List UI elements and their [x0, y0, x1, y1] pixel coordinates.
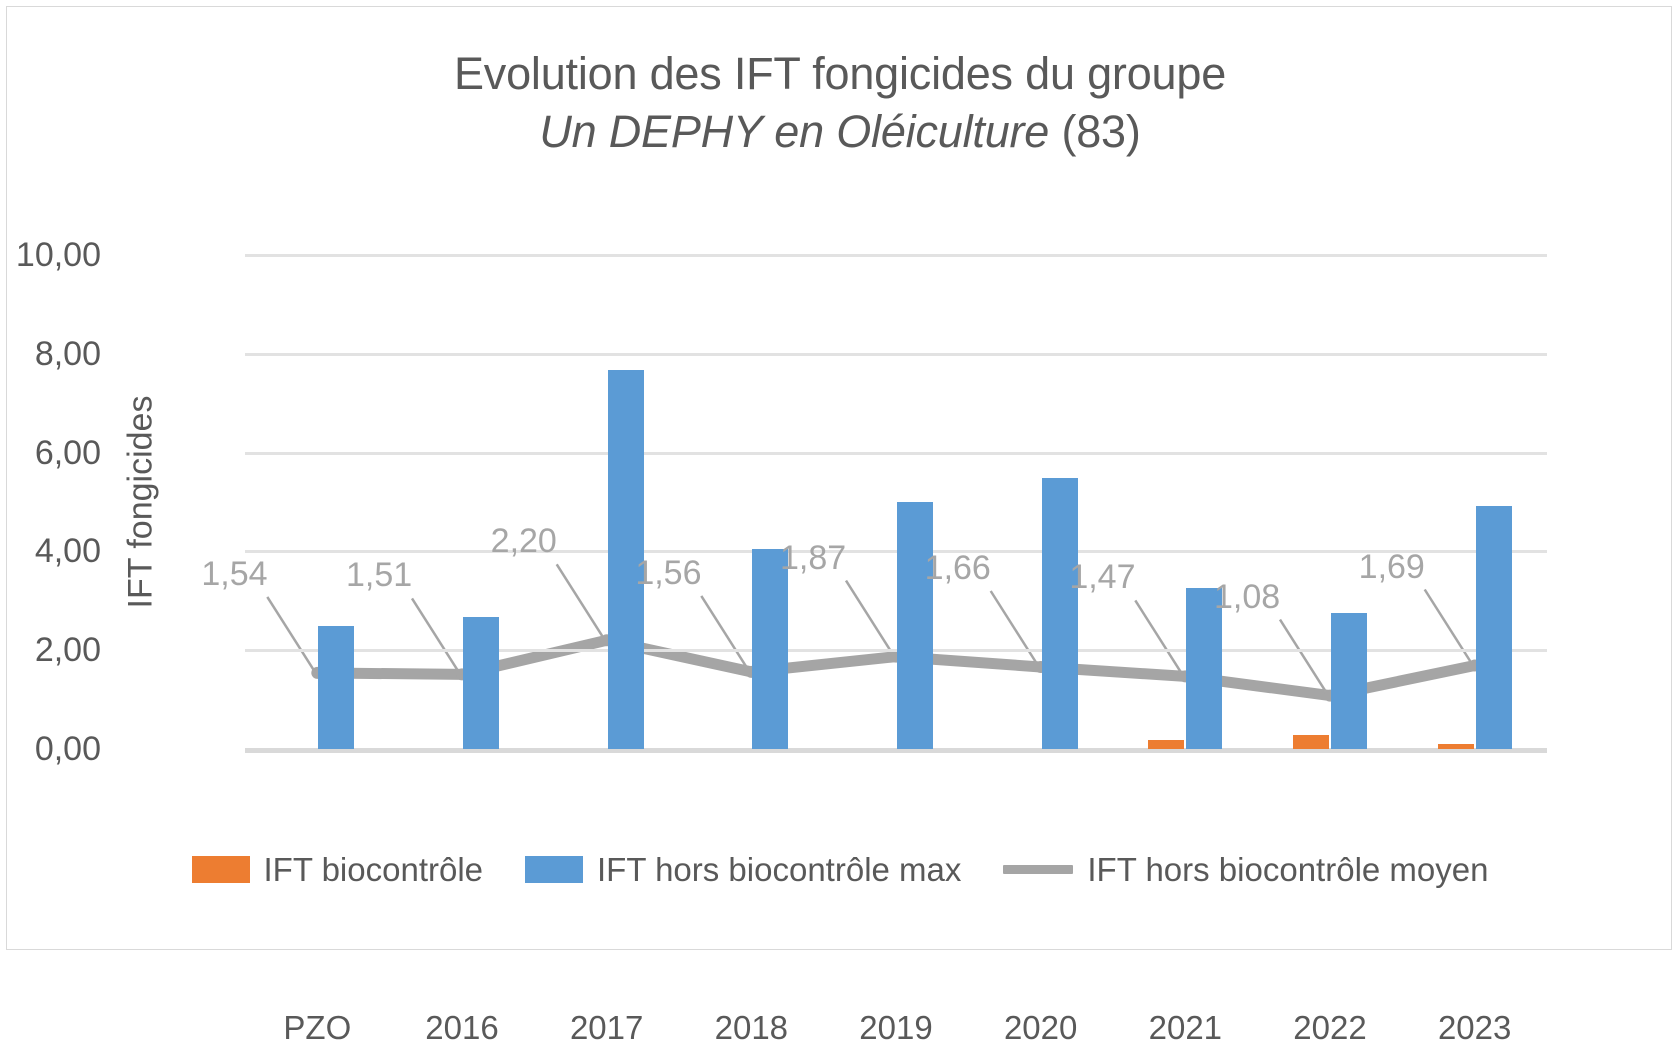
bar-hors-biocontrole-max[interactable]: [463, 617, 499, 749]
legend-item-biocontrole[interactable]: IFT biocontrôle: [191, 851, 484, 888]
data-label-leader-line: [1134, 599, 1184, 676]
legend-swatch-blue-icon: [525, 856, 584, 883]
data-label-hors-biocontrole-moyen: 1,69: [1358, 547, 1425, 586]
bar-biocontrole[interactable]: [1293, 735, 1329, 749]
data-label-leader-line: [266, 596, 316, 672]
x-axis-tick-label: 2017: [569, 1009, 644, 1046]
chart-container: Evolution des IFT fongicides du groupe U…: [6, 6, 1673, 1044]
bar-hors-biocontrole-max[interactable]: [1041, 478, 1078, 749]
x-axis-tick-label: PZO: [283, 1009, 352, 1046]
data-label-hors-biocontrole-moyen: 1,87: [780, 538, 847, 577]
gridline: [245, 649, 1547, 653]
chart-title-group-name: Un DEPHY en Oléiculture: [539, 105, 1050, 157]
y-axis-tick-label: 6,00: [34, 433, 101, 472]
data-label-hors-biocontrole-moyen: 1,47: [1069, 558, 1136, 597]
x-axis-tick-label: 2020: [1003, 1009, 1078, 1046]
data-label-leader-line: [555, 563, 605, 639]
y-axis-tick-label: 10,00: [15, 236, 101, 274]
legend-label-hors-biocontrole-max: IFT hors biocontrôle max: [597, 851, 962, 888]
plot-area: IFT fongicides 0,00 2,00 4,00 6,00 8,00 10,00…: [16, 238, 1547, 1044]
bar-hors-biocontrole-max[interactable]: [318, 625, 355, 749]
bar-hors-biocontrole-max[interactable]: [752, 549, 789, 749]
data-label-leader-line: [410, 597, 461, 674]
data-label-leader-line: [844, 579, 895, 656]
y-axis-tick-label: 0,00: [34, 730, 101, 768]
y-axis-title: IFT fongicides: [121, 395, 160, 609]
data-label-hors-biocontrole-moyen: 1,51: [346, 556, 413, 595]
data-label-hors-biocontrole-moyen: 1,66: [924, 548, 991, 587]
bar-hors-biocontrole-max[interactable]: [1331, 613, 1367, 749]
chart-title-line-2: Un DEPHY en Oléiculture (83): [7, 103, 1673, 161]
gridline: [245, 451, 1547, 455]
bar-hors-biocontrole-max[interactable]: [897, 502, 933, 749]
bar-hors-biocontrole-max[interactable]: [607, 370, 644, 749]
data-label-hors-biocontrole-moyen: 2,20: [490, 522, 557, 561]
x-axis-line: [245, 748, 1547, 753]
gridline: [245, 254, 1547, 257]
chart-title-dept-code: (83): [1049, 105, 1141, 157]
bar-hors-biocontrole-max[interactable]: [1475, 505, 1512, 749]
x-axis-tick-label: 2021: [1148, 1009, 1223, 1046]
y-axis-tick-label: 2,00: [34, 631, 101, 670]
data-label-leader-line: [700, 595, 750, 671]
legend-label-hors-biocontrole-moyen: IFT hors biocontrôle moyen: [1087, 851, 1489, 888]
x-axis-tick-label: 2019: [859, 1009, 933, 1046]
bar-hors-biocontrole-max[interactable]: [1186, 588, 1223, 749]
bar-biocontrole[interactable]: [1437, 743, 1474, 749]
x-axis-tick-label: 2016: [425, 1009, 499, 1046]
bar-biocontrole[interactable]: [1148, 740, 1185, 749]
legend-swatch-orange-icon: [191, 856, 250, 883]
data-label-hors-biocontrole-moyen: 1,08: [1214, 577, 1281, 616]
legend-item-hors-biocontrole-max[interactable]: IFT hors biocontrôle max: [525, 853, 961, 886]
data-label-leader-line: [1278, 618, 1329, 695]
y-axis-tick-label: 8,00: [34, 334, 101, 373]
data-label-leader-line: [989, 590, 1039, 666]
gridline: [245, 550, 1547, 554]
data-label-hors-biocontrole-moyen: 1,54: [201, 554, 268, 593]
data-label-leader-line: [1423, 588, 1473, 665]
x-axis-tick-label: 2018: [714, 1009, 789, 1046]
chart-legend: IFT biocontrôle IFT hors biocontrôle max…: [7, 853, 1673, 886]
legend-swatch-line-icon: [1003, 865, 1074, 874]
gridline: [245, 352, 1547, 356]
x-axis-tick-label: 2022: [1293, 1009, 1367, 1046]
y-axis-tick-label: 4,00: [34, 532, 101, 571]
data-label-hors-biocontrole-moyen: 1,56: [635, 553, 702, 592]
x-axis-tick-label: 2023: [1437, 1009, 1512, 1046]
legend-item-hors-biocontrole-moyen[interactable]: IFT hors biocontrôle moyen: [1003, 853, 1488, 886]
chart-title-line-1: Evolution des IFT fongicides du groupe: [453, 48, 1227, 99]
chart-title: Evolution des IFT fongicides du groupe U…: [7, 45, 1673, 160]
legend-label-biocontrole: IFT biocontrôle: [263, 851, 484, 888]
